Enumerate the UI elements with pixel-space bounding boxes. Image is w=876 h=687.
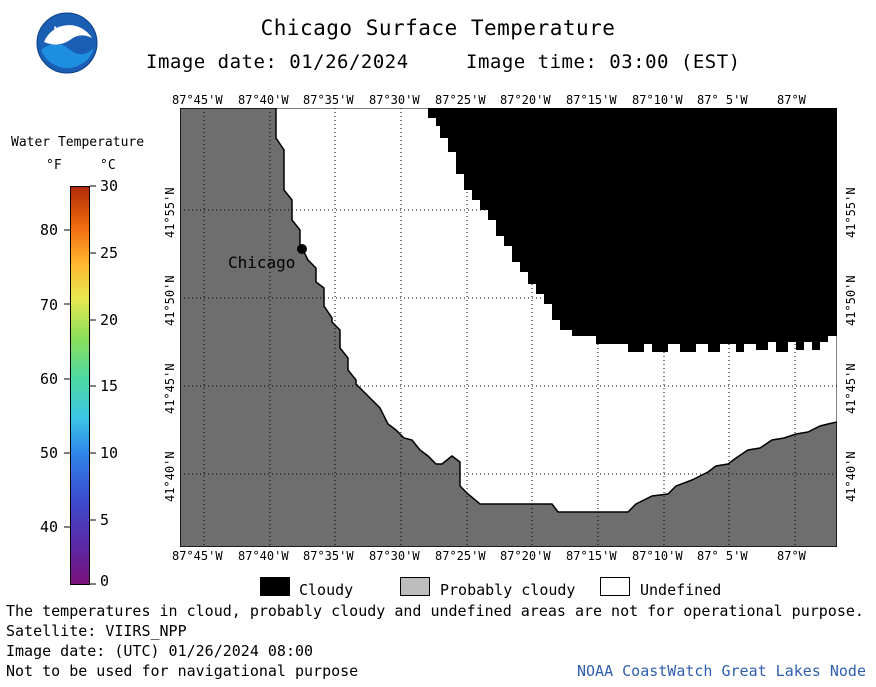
c-tick: 30 (100, 177, 119, 195)
f-tick: 70 (39, 296, 58, 314)
c-tick: 15 (100, 377, 119, 395)
lon-label-bottom: 87°30'W (369, 549, 420, 563)
lon-label-top: 87°45'W (172, 93, 223, 107)
c-tick: 10 (100, 444, 119, 462)
lon-label-top: 87°20'W (500, 93, 551, 107)
legend-undefined: Undefined (640, 581, 722, 599)
legend-swatch-probably-cloudy (400, 577, 430, 596)
legend-swatch-cloudy (260, 577, 290, 596)
colorbar-ticks (64, 185, 96, 585)
lon-label-top: 87°35'W (303, 93, 354, 107)
map-panel (180, 108, 837, 547)
unit-c: °C (100, 158, 116, 173)
lat-label-left: 41°50'N (163, 275, 177, 326)
utc-date: Image date: (UTC) 01/26/2024 08:00 (6, 642, 314, 660)
lon-label-top: 87°15'W (566, 93, 617, 107)
f-tick: 80 (39, 221, 58, 239)
lat-label-right: 41°55'N (844, 187, 858, 238)
land-area (180, 108, 837, 547)
lat-label-left: 41°40'N (163, 451, 177, 502)
lon-label-bottom: 87°35'W (303, 549, 354, 563)
map-title: Chicago Surface Temperature (260, 16, 616, 40)
lon-label-top: 87°25'W (435, 93, 486, 107)
lat-label-left: 41°55'N (163, 187, 177, 238)
f-tick: 50 (39, 444, 58, 462)
disclaimer-note: The temperatures in cloud, probably clou… (6, 602, 864, 620)
legend-probably-cloudy: Probably cloudy (440, 581, 576, 599)
c-tick: 5 (100, 511, 110, 529)
lon-label-bottom: 87°25'W (435, 549, 486, 563)
image-date: Image date: 01/26/2024 (146, 51, 409, 73)
image-time: Image time: 03:00 (EST) (466, 51, 741, 73)
city-label: Chicago (228, 253, 296, 272)
lon-label-bottom: 87° 5'W (697, 549, 748, 563)
cloudy-area (428, 108, 837, 352)
graticule (180, 108, 837, 547)
f-tick: 40 (39, 518, 58, 536)
legend-cloudy: Cloudy (299, 581, 354, 599)
noaa-logo: NOAA (36, 12, 98, 74)
colorbar (70, 186, 90, 585)
lon-label-bottom: 87°15'W (566, 549, 617, 563)
lon-label-top: 87°10'W (632, 93, 683, 107)
colorbar-title: Water Temperature (11, 135, 145, 150)
lat-label-left: 41°45'N (163, 363, 177, 414)
unit-f: °F (46, 158, 62, 173)
credit-text: NOAA CoastWatch Great Lakes Node (577, 662, 866, 680)
nav-warning: Not to be used for navigational purpose (6, 662, 359, 680)
lon-label-top: 87° 5'W (697, 93, 748, 107)
chicago-marker (297, 244, 307, 254)
lat-label-right: 41°45'N (844, 363, 858, 414)
legend-swatch-undefined (600, 577, 630, 596)
logo-text: NOAA (54, 25, 81, 35)
lon-label-top: 87°30'W (369, 93, 420, 107)
lon-label-bottom: 87°20'W (500, 549, 551, 563)
lon-label-top: 87°W (777, 93, 806, 107)
satellite-info: Satellite: VIIRS_NPP (6, 622, 187, 640)
c-tick: 0 (100, 572, 110, 590)
lon-label-bottom: 87°W (777, 549, 806, 563)
lon-label-bottom: 87°45'W (172, 549, 223, 563)
lon-label-top: 87°40'W (238, 93, 289, 107)
lon-label-bottom: 87°10'W (632, 549, 683, 563)
lat-label-right: 41°40'N (844, 451, 858, 502)
c-tick: 20 (100, 311, 119, 329)
lon-label-bottom: 87°40'W (238, 549, 289, 563)
f-tick: 60 (39, 370, 58, 388)
c-tick: 25 (100, 244, 119, 262)
lat-label-right: 41°50'N (844, 275, 858, 326)
